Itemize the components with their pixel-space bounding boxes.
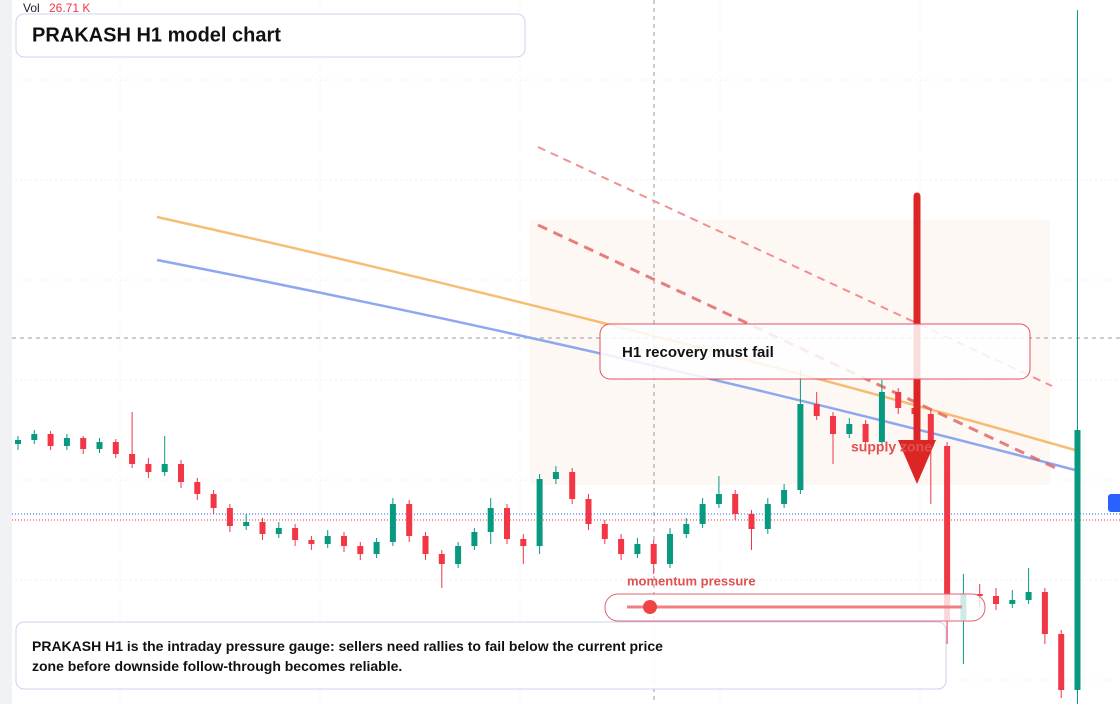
candle-body: [715, 494, 722, 504]
trend-line: [537, 223, 1061, 472]
candle-body: [389, 504, 396, 542]
candle-body: [80, 438, 87, 449]
candle-body: [1025, 592, 1032, 600]
candle-body: [1009, 600, 1016, 604]
title-box: [15, 13, 526, 58]
chart-title: PRAKASH H1 model chart: [32, 24, 281, 46]
candle-body: [422, 536, 429, 554]
candle-body: [520, 539, 527, 546]
candle-body: [585, 499, 592, 524]
trend-line: [537, 146, 1053, 387]
candle-body: [406, 504, 413, 536]
annotation: H1 recovery must fail: [622, 344, 774, 361]
candle-body: [748, 514, 755, 529]
candle-body: [781, 490, 788, 504]
candle-body: [308, 540, 315, 544]
candle-body: [47, 434, 54, 446]
candle-body: [178, 464, 184, 482]
gauge-label: momentum pressure: [627, 573, 756, 588]
candle-body: [487, 508, 494, 532]
candle-body: [993, 596, 999, 604]
zone-label: supply zone: [851, 439, 932, 455]
candle-body: [699, 504, 706, 524]
candle-body: [161, 464, 168, 472]
candle-body: [618, 539, 625, 554]
volume-label: Vol: [23, 1, 40, 15]
candle-body: [259, 522, 266, 534]
annotation-box: [599, 323, 1031, 380]
candle-body: [15, 440, 21, 444]
candle-body: [601, 524, 608, 539]
candle-body: [194, 482, 201, 494]
candle-body: [846, 424, 853, 434]
arrow-head: [898, 440, 936, 484]
candle-body: [764, 504, 771, 529]
candle-body: [357, 546, 364, 554]
candle-body: [145, 464, 152, 472]
candle-body: [292, 528, 299, 540]
candle-body: [976, 594, 983, 596]
candle-body: [536, 479, 543, 546]
candle-body: [667, 534, 673, 564]
candle-body: [63, 438, 70, 446]
candle-body: [341, 536, 347, 546]
candle-body: [650, 544, 657, 564]
candle-body: [31, 434, 38, 440]
description-wrap: PRAKASH H1 is the intraday pressure gaug…: [32, 638, 663, 674]
candle-body: [471, 532, 478, 546]
candle-body: [129, 454, 136, 464]
candle-body: [634, 544, 641, 554]
candle-body: [927, 414, 934, 446]
candle-body: [862, 424, 869, 442]
candle-body: [895, 392, 902, 408]
price-tag: [1108, 494, 1120, 512]
candle-body: [1041, 592, 1048, 634]
candle-body: [96, 442, 103, 449]
candle-body: [455, 546, 462, 564]
candle-body: [813, 404, 820, 416]
candle-body: [732, 494, 739, 514]
candle-body: [1058, 634, 1065, 690]
candle-body: [569, 472, 576, 499]
gauge-knob: [643, 600, 657, 614]
candle-body: [683, 524, 690, 534]
candle-body: [830, 416, 836, 434]
candles: [15, 10, 1081, 704]
candle-body: [275, 528, 282, 534]
description-box: [15, 621, 947, 690]
candle-body: [797, 404, 804, 490]
candle-body: [438, 554, 445, 564]
candle-body: [112, 442, 119, 454]
candle-body: [944, 446, 951, 620]
candle-body: [373, 542, 380, 554]
candle-body: [226, 508, 233, 526]
candle-body: [324, 536, 331, 544]
candle-body: [552, 472, 559, 479]
candle-body: [210, 494, 217, 508]
candle-body: [504, 508, 510, 539]
volume-value: 26.71 K: [49, 1, 90, 15]
candle-body: [243, 522, 250, 526]
candle-body: [878, 392, 885, 442]
candle-body: [1074, 430, 1081, 690]
left-strip: [0, 0, 12, 704]
description: PRAKASH H1 is the intraday pressure gaug…: [32, 638, 663, 674]
